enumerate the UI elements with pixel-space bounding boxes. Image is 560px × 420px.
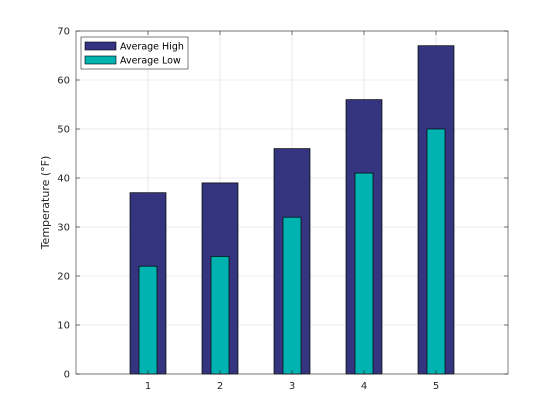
bar-average-low-4 [354,172,374,375]
legend-swatch-average-low [84,55,117,65]
bar-average-low-2 [210,256,230,375]
y-tick-label: 40 [57,174,70,185]
x-tick-label: 3 [289,381,295,392]
y-axis-label: Temperature (°F) [39,156,52,251]
ticks [76,30,508,375]
bars [129,45,455,375]
y-tick-label: 50 [57,125,70,136]
legend-label-average-low: Average Low [120,56,181,67]
legend: Average High Average Low [80,36,189,70]
y-tick-label: 10 [57,321,70,332]
bar-average-low-3 [282,216,302,375]
y-tick-label: 0 [64,370,70,381]
legend-swatch-average-high [84,41,117,51]
bar-average-low-5 [426,128,446,375]
x-tick-label: 2 [217,381,223,392]
legend-label-average-high: Average High [120,42,184,53]
x-tick-label: 5 [433,381,439,392]
x-tick-label: 4 [361,381,367,392]
y-tick-label: 20 [57,272,70,283]
x-tick-label: 1 [145,381,151,392]
y-tick-label: 70 [57,27,70,38]
bar-average-low-1 [138,265,158,375]
y-tick-label: 30 [57,223,70,234]
y-tick-label: 60 [57,76,70,87]
